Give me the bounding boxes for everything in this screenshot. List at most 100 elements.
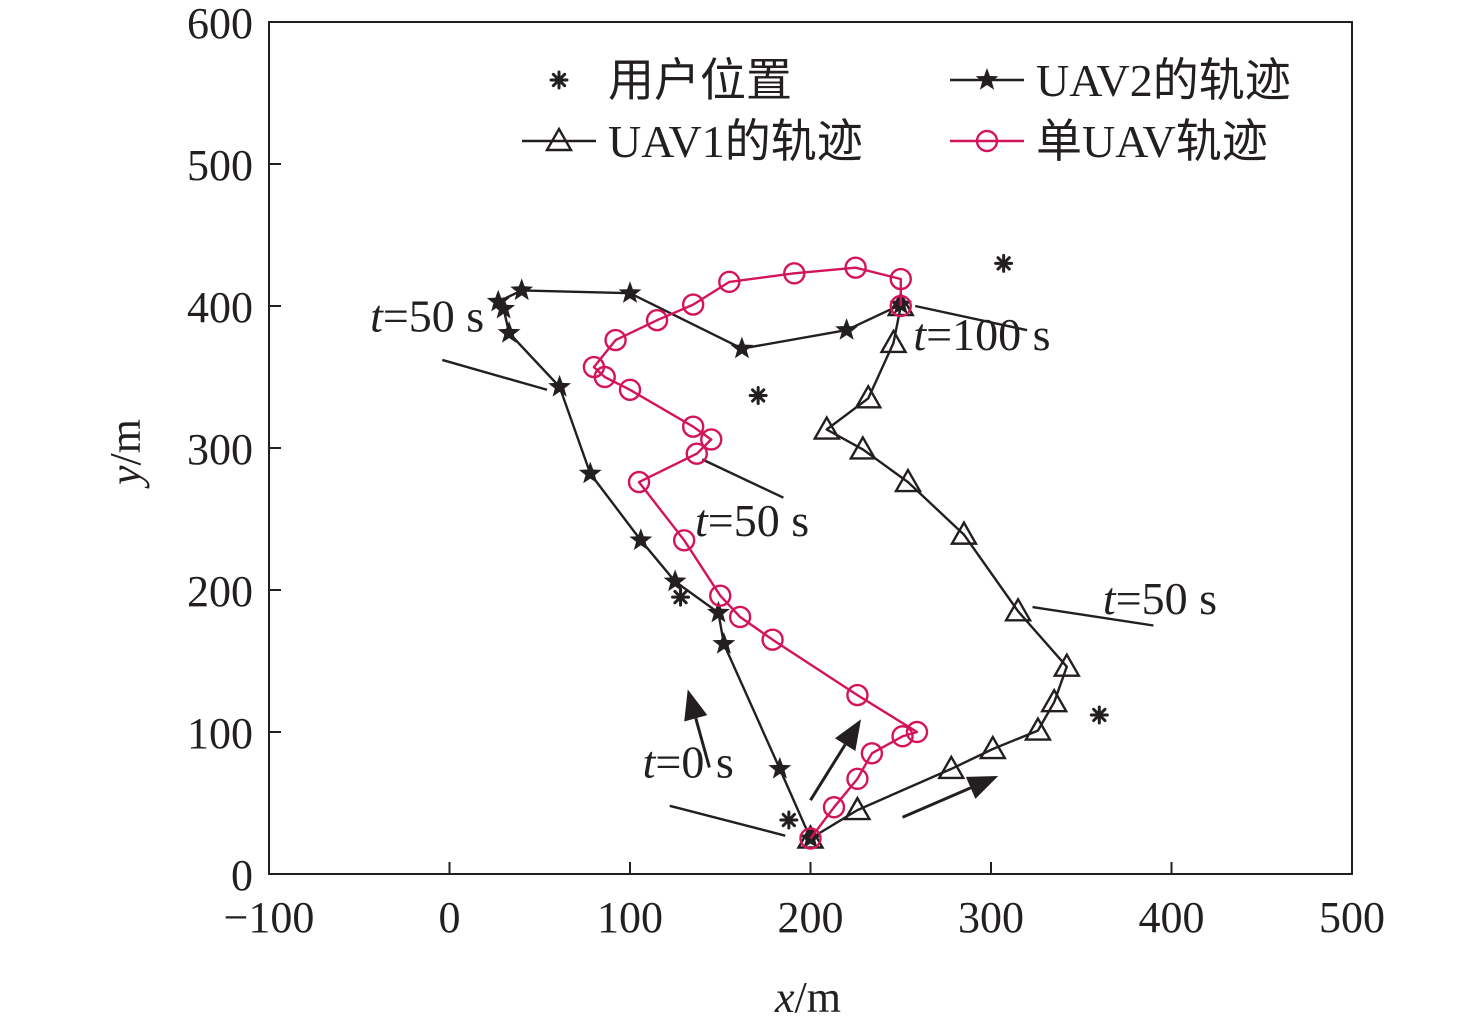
x-tick-label: 0 — [439, 893, 461, 942]
legend-marker-users — [549, 70, 569, 90]
series-line-uav1 — [809, 305, 1069, 840]
data-point-uav1 — [848, 435, 877, 460]
annotation-leader-line — [914, 304, 1028, 332]
annotation-leader-line — [701, 458, 784, 499]
data-point-uav2 — [497, 321, 521, 343]
data-point-single — [891, 725, 914, 748]
series-users — [671, 253, 1109, 830]
x-tick-label: 200 — [778, 893, 844, 942]
legend-entry-single: 单UAV轨迹 — [950, 116, 1268, 167]
data-point-uav1 — [854, 383, 883, 409]
data-point-single — [627, 470, 651, 494]
data-point-single — [672, 529, 696, 552]
x-axis-label: x/m — [774, 973, 841, 1022]
legend: 用户位置 UAV2的轨迹 UAV1的轨迹 单UAV轨迹 — [522, 55, 1291, 167]
data-point-uav2 — [835, 318, 858, 340]
data-point-single — [799, 827, 822, 850]
data-point-users — [748, 385, 768, 405]
data-point-uav2 — [578, 461, 602, 484]
data-point-single — [889, 294, 912, 318]
legend-label: UAV2的轨迹 — [1036, 55, 1291, 106]
x-tick-label: 300 — [958, 893, 1024, 942]
time-annotation-label: t=0 s — [643, 736, 734, 787]
annotation-leader-line — [1032, 605, 1154, 627]
data-point-uav1 — [1004, 596, 1033, 622]
legend-marker-uav1 — [544, 126, 574, 152]
data-point-uav2 — [486, 289, 510, 312]
data-point-single — [783, 262, 806, 285]
time-annotations: t=0 s t=50 s t=50 s t=50 s t=100 s — [370, 291, 1217, 837]
y-tick-label: 100 — [187, 709, 253, 758]
legend-label: 用户位置 — [608, 55, 792, 106]
data-point-single — [860, 742, 884, 765]
x-tick-label: 400 — [1139, 893, 1205, 942]
data-point-single — [681, 293, 705, 316]
data-point-uav1 — [893, 467, 923, 493]
y-axis-label: y/m — [101, 419, 150, 489]
data-point-uav1 — [1040, 687, 1069, 713]
time-annotation-label: t=50 s — [1103, 573, 1217, 624]
x-axis-ticks: −100 0 100 200 300 400 500 — [224, 862, 1385, 942]
data-point-uav2 — [629, 528, 653, 550]
data-point-single — [846, 767, 869, 791]
data-point-single — [685, 442, 708, 465]
x-tick-label: 100 — [597, 893, 663, 942]
x-tick-label: 500 — [1319, 893, 1385, 942]
data-point-uav1 — [812, 415, 841, 440]
legend-marker-single — [975, 129, 999, 153]
time-annotation-label: t=50 s — [695, 495, 809, 546]
y-axis-ticks: 0 100 200 300 400 500 600 — [187, 0, 281, 900]
time-annotation-label: t=50 s — [370, 291, 484, 342]
legend-entry-users: 用户位置 — [549, 55, 792, 106]
y-tick-label: 500 — [187, 141, 253, 190]
data-point-single — [618, 378, 642, 401]
data-point-users — [779, 810, 799, 830]
direction-arrows — [684, 689, 999, 819]
plot-series — [486, 253, 1109, 850]
data-point-uav2 — [618, 281, 642, 303]
data-point-uav1 — [843, 795, 872, 821]
data-point-single — [645, 309, 669, 332]
y-tick-label: 600 — [187, 0, 253, 48]
data-point-single — [700, 428, 723, 451]
data-point-uav2 — [548, 374, 571, 397]
legend-label: UAV1的轨迹 — [608, 116, 863, 167]
direction-arrow — [684, 689, 711, 768]
data-point-uav1 — [879, 328, 908, 354]
data-point-single — [728, 605, 752, 629]
series-line-uav2 — [497, 289, 902, 839]
data-point-uav2 — [730, 336, 754, 359]
data-point-single — [905, 720, 929, 744]
legend-entry-uav2: UAV2的轨迹 — [950, 55, 1291, 106]
data-point-single — [718, 270, 741, 294]
y-tick-label: 0 — [231, 851, 253, 900]
direction-arrow — [809, 719, 862, 801]
data-point-uav1 — [978, 734, 1007, 760]
data-point-uav2 — [768, 756, 792, 779]
legend-label: 单UAV轨迹 — [1036, 116, 1268, 167]
data-point-single — [761, 628, 784, 651]
data-point-uav1 — [1023, 716, 1052, 741]
annotation-leader-line — [669, 804, 786, 837]
data-point-uav2 — [712, 632, 736, 654]
direction-arrow — [901, 776, 999, 819]
data-point-uav2 — [707, 600, 730, 623]
x-tick-label: −100 — [224, 893, 315, 942]
data-point-users — [994, 253, 1014, 273]
data-point-single — [681, 415, 705, 438]
data-point-single — [604, 328, 627, 352]
data-point-single — [846, 683, 869, 707]
data-point-uav1 — [949, 520, 978, 545]
y-tick-label: 300 — [187, 425, 253, 474]
data-point-uav1 — [1052, 652, 1081, 677]
data-point-uav2 — [510, 278, 534, 301]
data-point-single — [709, 584, 732, 607]
data-point-uav2 — [663, 569, 687, 592]
time-annotation-label: t=100 s — [913, 309, 1050, 360]
series-single — [582, 256, 929, 850]
y-tick-label: 200 — [187, 567, 253, 616]
y-tick-label: 400 — [187, 283, 253, 332]
data-point-uav1 — [937, 754, 966, 780]
data-point-single — [889, 267, 912, 291]
